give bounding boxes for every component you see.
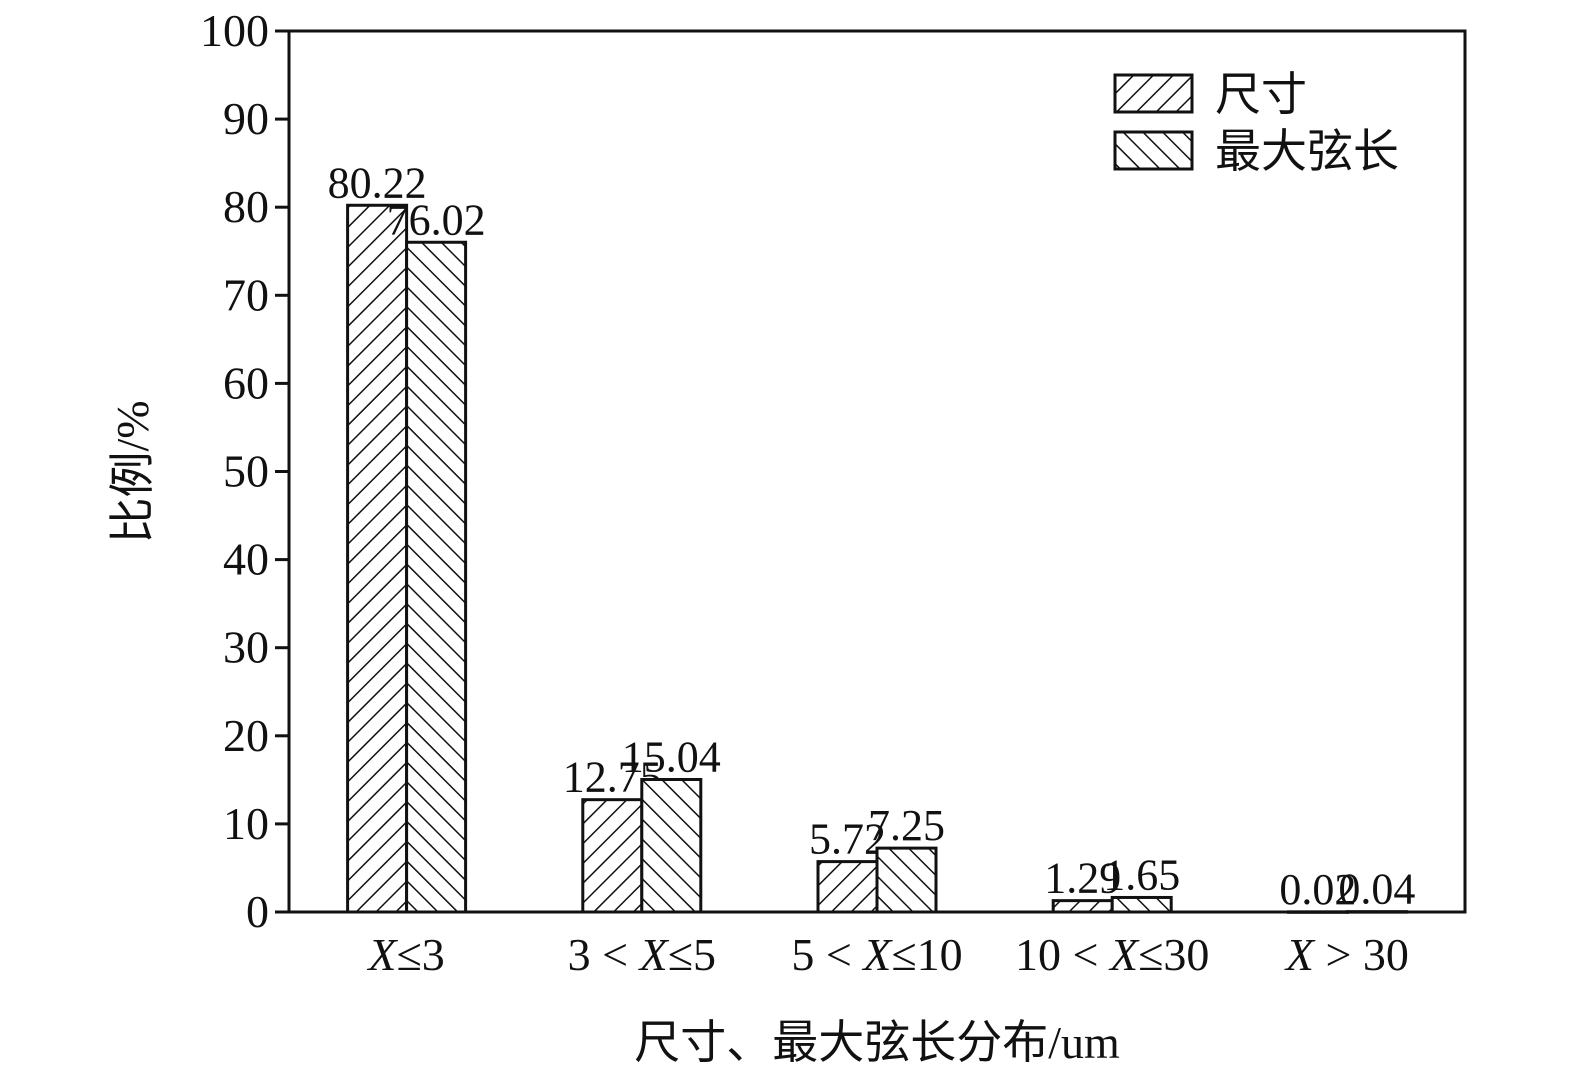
y-tick-label: 70 bbox=[223, 269, 269, 320]
y-tick-label: 90 bbox=[223, 93, 269, 144]
bar-value-label: 7.25 bbox=[868, 801, 945, 850]
bar-value-label: 1.65 bbox=[1103, 850, 1180, 899]
y-tick-label: 60 bbox=[223, 357, 269, 408]
bar-value-label: 1.29 bbox=[1044, 854, 1121, 903]
legend: 尺寸 最大弦长 bbox=[1113, 69, 1399, 177]
y-tick-label: 0 bbox=[246, 886, 269, 937]
legend-label-size: 尺寸 bbox=[1215, 69, 1307, 120]
y-axis-label: 比例/% bbox=[107, 400, 158, 543]
y-tick-label: 100 bbox=[200, 5, 269, 56]
y-tick-label: 10 bbox=[223, 798, 269, 849]
y-tick-label: 40 bbox=[223, 534, 269, 585]
y-tick-label: 80 bbox=[223, 181, 269, 232]
x-axis-label: 尺寸、最大弦长分布/um bbox=[634, 1017, 1120, 1068]
y-tick-label: 30 bbox=[223, 622, 269, 673]
bar-chord bbox=[640, 777, 703, 914]
bar-value-label: 15.04 bbox=[622, 732, 721, 781]
legend-swatch-chord bbox=[1113, 130, 1194, 171]
bar-value-label: 0.04 bbox=[1338, 865, 1415, 914]
bar-size bbox=[816, 860, 879, 914]
bar-chord bbox=[875, 846, 938, 914]
legend-label-chord: 最大弦长 bbox=[1215, 126, 1399, 177]
x-tick-label: 5 < X≤10 bbox=[791, 929, 962, 980]
x-tick-label: 10 < X≤30 bbox=[1015, 929, 1209, 980]
y-tick-label: 50 bbox=[223, 446, 269, 497]
bar-size bbox=[346, 203, 409, 914]
bar-size bbox=[581, 798, 644, 914]
bar-chord bbox=[1110, 895, 1173, 914]
x-tick-label: 3 < X≤5 bbox=[568, 929, 716, 980]
x-tick-label: X≤3 bbox=[366, 929, 444, 980]
bar-value-label: 76.02 bbox=[387, 195, 486, 244]
bar-value-label: 0.02 bbox=[1279, 865, 1356, 914]
bar-value-label: 5.72 bbox=[809, 815, 886, 864]
x-tick-label: X > 30 bbox=[1284, 929, 1409, 980]
bar-value-label: 80.22 bbox=[328, 158, 427, 207]
y-tick-label: 20 bbox=[223, 710, 269, 761]
legend-swatch-size bbox=[1113, 73, 1194, 114]
bar-chord bbox=[405, 240, 468, 914]
